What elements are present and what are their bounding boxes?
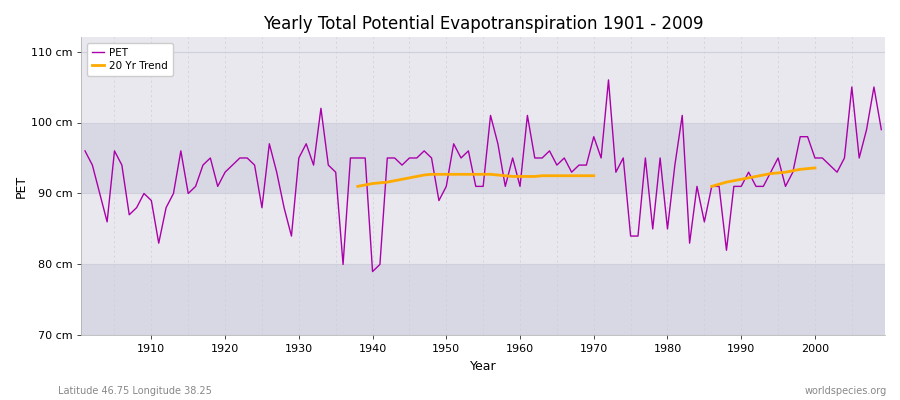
20 Yr Trend bbox=[492, 173, 503, 178]
20 Yr Trend bbox=[522, 174, 533, 179]
20 Yr Trend bbox=[500, 173, 510, 178]
20 Yr Trend bbox=[360, 182, 371, 187]
20 Yr Trend bbox=[471, 172, 482, 177]
20 Yr Trend bbox=[463, 172, 473, 177]
20 Yr Trend bbox=[544, 173, 555, 178]
20 Yr Trend bbox=[536, 173, 547, 178]
20 Yr Trend bbox=[448, 172, 459, 177]
PET bbox=[522, 113, 533, 118]
20 Yr Trend bbox=[367, 181, 378, 186]
Text: Latitude 46.75 Longitude 38.25: Latitude 46.75 Longitude 38.25 bbox=[58, 386, 212, 396]
PET bbox=[876, 127, 886, 132]
PET bbox=[139, 191, 149, 196]
20 Yr Trend bbox=[434, 172, 445, 177]
PET bbox=[367, 269, 378, 274]
20 Yr Trend bbox=[418, 173, 429, 178]
20 Yr Trend bbox=[382, 180, 392, 184]
20 Yr Trend bbox=[552, 173, 562, 178]
20 Yr Trend bbox=[508, 174, 518, 179]
20 Yr Trend bbox=[485, 172, 496, 177]
20 Yr Trend bbox=[515, 174, 526, 179]
Title: Yearly Total Potential Evapotranspiration 1901 - 2009: Yearly Total Potential Evapotranspiratio… bbox=[263, 15, 704, 33]
20 Yr Trend bbox=[529, 174, 540, 179]
X-axis label: Year: Year bbox=[470, 360, 497, 373]
20 Yr Trend bbox=[566, 173, 577, 178]
Line: PET: PET bbox=[85, 80, 881, 272]
20 Yr Trend bbox=[353, 184, 364, 189]
20 Yr Trend bbox=[573, 173, 584, 178]
PET bbox=[617, 156, 628, 160]
20 Yr Trend bbox=[374, 180, 385, 185]
20 Yr Trend bbox=[455, 172, 466, 177]
20 Yr Trend bbox=[397, 177, 408, 182]
20 Yr Trend bbox=[390, 178, 400, 183]
20 Yr Trend bbox=[589, 173, 599, 178]
PET bbox=[345, 156, 356, 160]
Text: worldspecies.org: worldspecies.org bbox=[805, 386, 886, 396]
20 Yr Trend bbox=[478, 172, 489, 177]
Bar bbox=[81, 122, 885, 194]
Y-axis label: PET: PET bbox=[15, 175, 28, 198]
20 Yr Trend bbox=[426, 172, 436, 177]
Legend: PET, 20 Yr Trend: PET, 20 Yr Trend bbox=[86, 42, 174, 76]
PET bbox=[515, 184, 526, 189]
20 Yr Trend bbox=[559, 173, 570, 178]
Bar bbox=[81, 264, 885, 336]
20 Yr Trend bbox=[581, 173, 592, 178]
20 Yr Trend bbox=[411, 174, 422, 179]
20 Yr Trend bbox=[404, 176, 415, 180]
PET bbox=[301, 141, 311, 146]
PET bbox=[79, 148, 90, 153]
20 Yr Trend bbox=[441, 172, 452, 177]
Line: 20 Yr Trend: 20 Yr Trend bbox=[358, 174, 594, 186]
PET bbox=[603, 78, 614, 82]
